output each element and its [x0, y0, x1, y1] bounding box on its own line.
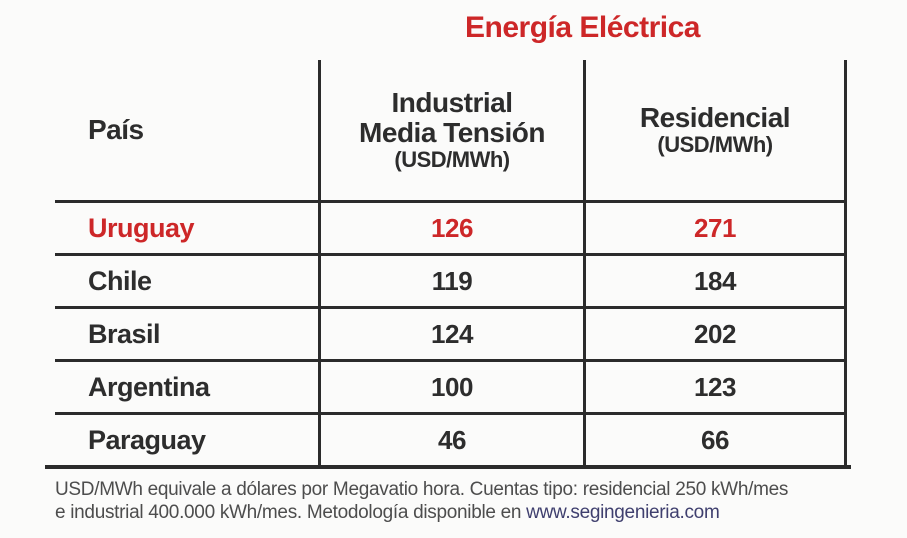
column-header-pais: País [55, 60, 318, 200]
residential-value-cell: 271 [583, 200, 847, 253]
industrial-value-cell: 46 [318, 412, 583, 465]
column-header-label: Industrial [391, 86, 513, 118]
country-cell: Paraguay [55, 412, 318, 465]
industrial-value-cell: 100 [318, 359, 583, 412]
table-bottom-rule [45, 465, 851, 469]
residential-value-cell: 123 [583, 359, 847, 412]
country-cell: Uruguay [55, 200, 318, 253]
column-header-label: Residencial [639, 102, 791, 133]
industrial-value-cell: 126 [318, 200, 583, 253]
footnote-line2-text: e industrial 400.000 kWh/mes. Metodologí… [55, 502, 527, 523]
industrial-value-cell: 119 [318, 253, 583, 306]
residential-value-cell: 66 [583, 412, 847, 465]
footnote-line1: USD/MWh equivale a dólares por Megavatio… [55, 479, 789, 500]
column-header-label-line2: Media Tensión [359, 117, 545, 149]
segingenieria-link[interactable]: www.segingenieria.com [526, 502, 720, 523]
column-header-unit: (USD/MWh) [657, 132, 773, 158]
footnote: USD/MWh equivale a dólares por Megavatio… [55, 478, 875, 524]
residential-value-cell: 202 [583, 306, 847, 359]
column-header-industrial: Industrial Media Tensión (USD/MWh) [318, 60, 583, 200]
country-cell: Chile [55, 253, 318, 306]
column-header-residencial: Residencial (USD/MWh) [583, 60, 847, 200]
energy-price-table: País Industrial Media Tensión (USD/MWh) … [55, 60, 847, 465]
column-header-unit: (USD/MWh) [394, 147, 510, 173]
page-title: Energía Eléctrica [465, 11, 700, 44]
country-cell: Argentina [55, 359, 318, 412]
residential-value-cell: 184 [583, 253, 847, 306]
column-header-label: País [88, 113, 144, 145]
industrial-value-cell: 124 [318, 306, 583, 359]
footnote-line2: e industrial 400.000 kWh/mes. Metodologí… [55, 501, 875, 524]
country-cell: Brasil [55, 306, 318, 359]
